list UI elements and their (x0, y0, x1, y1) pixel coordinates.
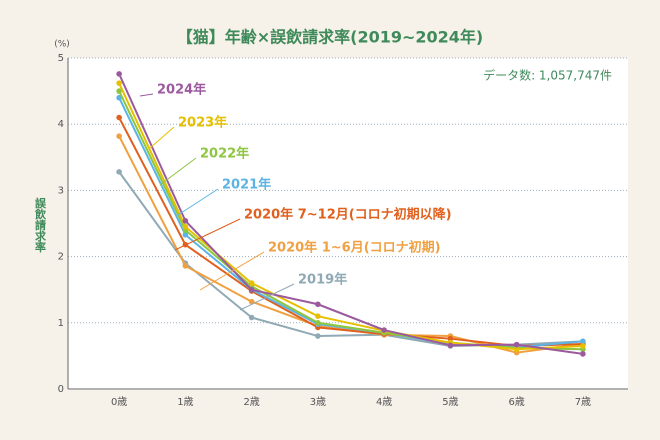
point (248, 314, 255, 321)
leader-line (199, 251, 265, 291)
point (248, 280, 255, 286)
point (182, 231, 189, 238)
series-label: 2020年 7~12月(コロナ初期以降) (244, 207, 452, 223)
point (182, 224, 189, 230)
point (315, 333, 321, 339)
series-label: 2019年 (298, 272, 347, 288)
point (381, 327, 387, 333)
point (182, 263, 189, 269)
point (116, 88, 122, 94)
series-label: 2024年 (157, 82, 206, 98)
y-tick-label: 1 (58, 318, 64, 329)
series-label: 2020年 1~6月(コロナ初期) (268, 240, 441, 256)
x-tick-label: 2歳 (243, 396, 259, 408)
leader-line (174, 218, 241, 251)
leader-line (149, 126, 175, 149)
x-tick-label: 3歳 (310, 396, 326, 408)
annotation: データ数: 1,057,747件 (483, 68, 612, 83)
point (248, 286, 255, 293)
series-label: 2023年 (178, 115, 227, 131)
series-line (118, 73, 584, 355)
point (116, 169, 122, 175)
point (248, 298, 255, 305)
leader-line (239, 283, 295, 311)
point (116, 133, 122, 139)
point (116, 80, 122, 86)
plot-area (68, 58, 628, 390)
point (116, 71, 122, 77)
point (315, 301, 321, 308)
series-label: 2021年 (222, 177, 271, 193)
y-tick-label: 2 (58, 252, 64, 263)
point (315, 320, 321, 326)
x-tick-label: 4歳 (376, 396, 392, 408)
y-tick-label: 0 (58, 384, 64, 395)
leader-line (177, 188, 219, 216)
point (447, 342, 454, 349)
y-tick-label: 5 (58, 53, 64, 64)
point (447, 335, 454, 342)
x-tick-label: 5歳 (442, 396, 458, 408)
y-tick-label: 3 (58, 185, 64, 196)
point (580, 338, 586, 345)
point (513, 346, 520, 353)
point (580, 351, 586, 357)
x-tick-label: 7歳 (575, 396, 591, 408)
x-tick-label: 1歳 (177, 396, 193, 408)
x-tick-label: 0歳 (111, 396, 127, 408)
y-unit: (%) (54, 40, 70, 50)
y-tick-label: 4 (58, 119, 64, 130)
chart-title: 【猫】年齢×誤飲請求率(2019~2024年) (177, 28, 484, 47)
y-axis-label: 誤飲請求率 (34, 196, 48, 253)
point (182, 218, 189, 224)
leader-line (139, 93, 154, 97)
series-label: 2022年 (200, 146, 249, 162)
point (315, 313, 321, 319)
leader-line (159, 157, 197, 186)
series-line (118, 82, 583, 351)
x-tick-label: 6歳 (508, 396, 524, 408)
point (116, 114, 122, 121)
point (513, 341, 520, 348)
point (580, 343, 586, 349)
